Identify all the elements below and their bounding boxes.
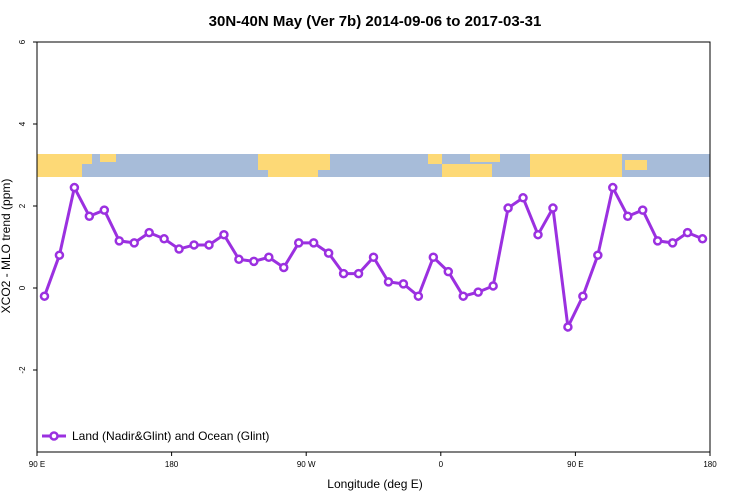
point	[368, 252, 379, 262]
plot-frame	[36, 41, 711, 453]
y-axis-label: XCO2 - MLO trend (ppm)	[0, 179, 13, 314]
x-tick-label: 90 E	[567, 460, 583, 469]
point	[593, 250, 603, 260]
chart-title: 30N-40N May (Ver 7b) 2014-09-06 to 2017-…	[209, 13, 542, 30]
legend-marker	[49, 431, 59, 441]
point	[353, 268, 364, 279]
point	[428, 252, 439, 262]
point	[249, 256, 259, 267]
point	[174, 244, 184, 254]
point	[443, 266, 454, 277]
y-tick-label: 6	[18, 39, 27, 44]
point	[308, 238, 319, 248]
point	[54, 250, 65, 260]
point	[99, 205, 110, 215]
x-tick-label: 0	[439, 460, 444, 469]
point	[84, 211, 95, 221]
point	[637, 205, 648, 215]
point	[144, 227, 154, 238]
x-tick-label: 180	[165, 460, 179, 469]
point	[129, 238, 139, 248]
x-tick-label: 180	[703, 460, 717, 469]
point	[219, 229, 229, 240]
point	[204, 240, 214, 250]
point	[667, 238, 678, 248]
point	[458, 291, 468, 301]
point	[413, 291, 424, 301]
point	[189, 240, 199, 250]
point	[622, 211, 633, 221]
map-strip	[37, 154, 710, 177]
point	[338, 268, 349, 279]
point	[503, 203, 513, 213]
point	[697, 234, 708, 244]
point	[264, 252, 274, 262]
point	[473, 287, 483, 297]
point	[279, 262, 289, 273]
point	[563, 322, 573, 332]
y-tick-label: 4	[18, 121, 27, 126]
point	[69, 182, 80, 193]
point	[159, 234, 169, 244]
point	[293, 238, 304, 248]
x-axis-label: Longitude (deg E)	[327, 477, 422, 491]
point	[608, 182, 618, 193]
y-tick-label: 2	[18, 203, 27, 208]
point	[488, 281, 498, 291]
point	[383, 277, 394, 287]
point	[114, 236, 125, 246]
point	[398, 279, 409, 289]
point	[518, 193, 528, 203]
legend-label: Land (Nadir&Glint) and Ocean (Glint)	[72, 429, 269, 443]
point	[652, 236, 663, 246]
point	[682, 227, 693, 238]
point	[578, 291, 588, 301]
point	[323, 248, 334, 258]
y-tick-label: -2	[18, 366, 27, 374]
point	[39, 291, 50, 301]
point	[234, 254, 244, 265]
x-tick-label: 90 W	[297, 460, 316, 469]
point	[548, 203, 558, 213]
x-tick-label: 90 E	[29, 460, 45, 469]
y-tick-label: 0	[18, 285, 27, 290]
point	[533, 229, 543, 240]
